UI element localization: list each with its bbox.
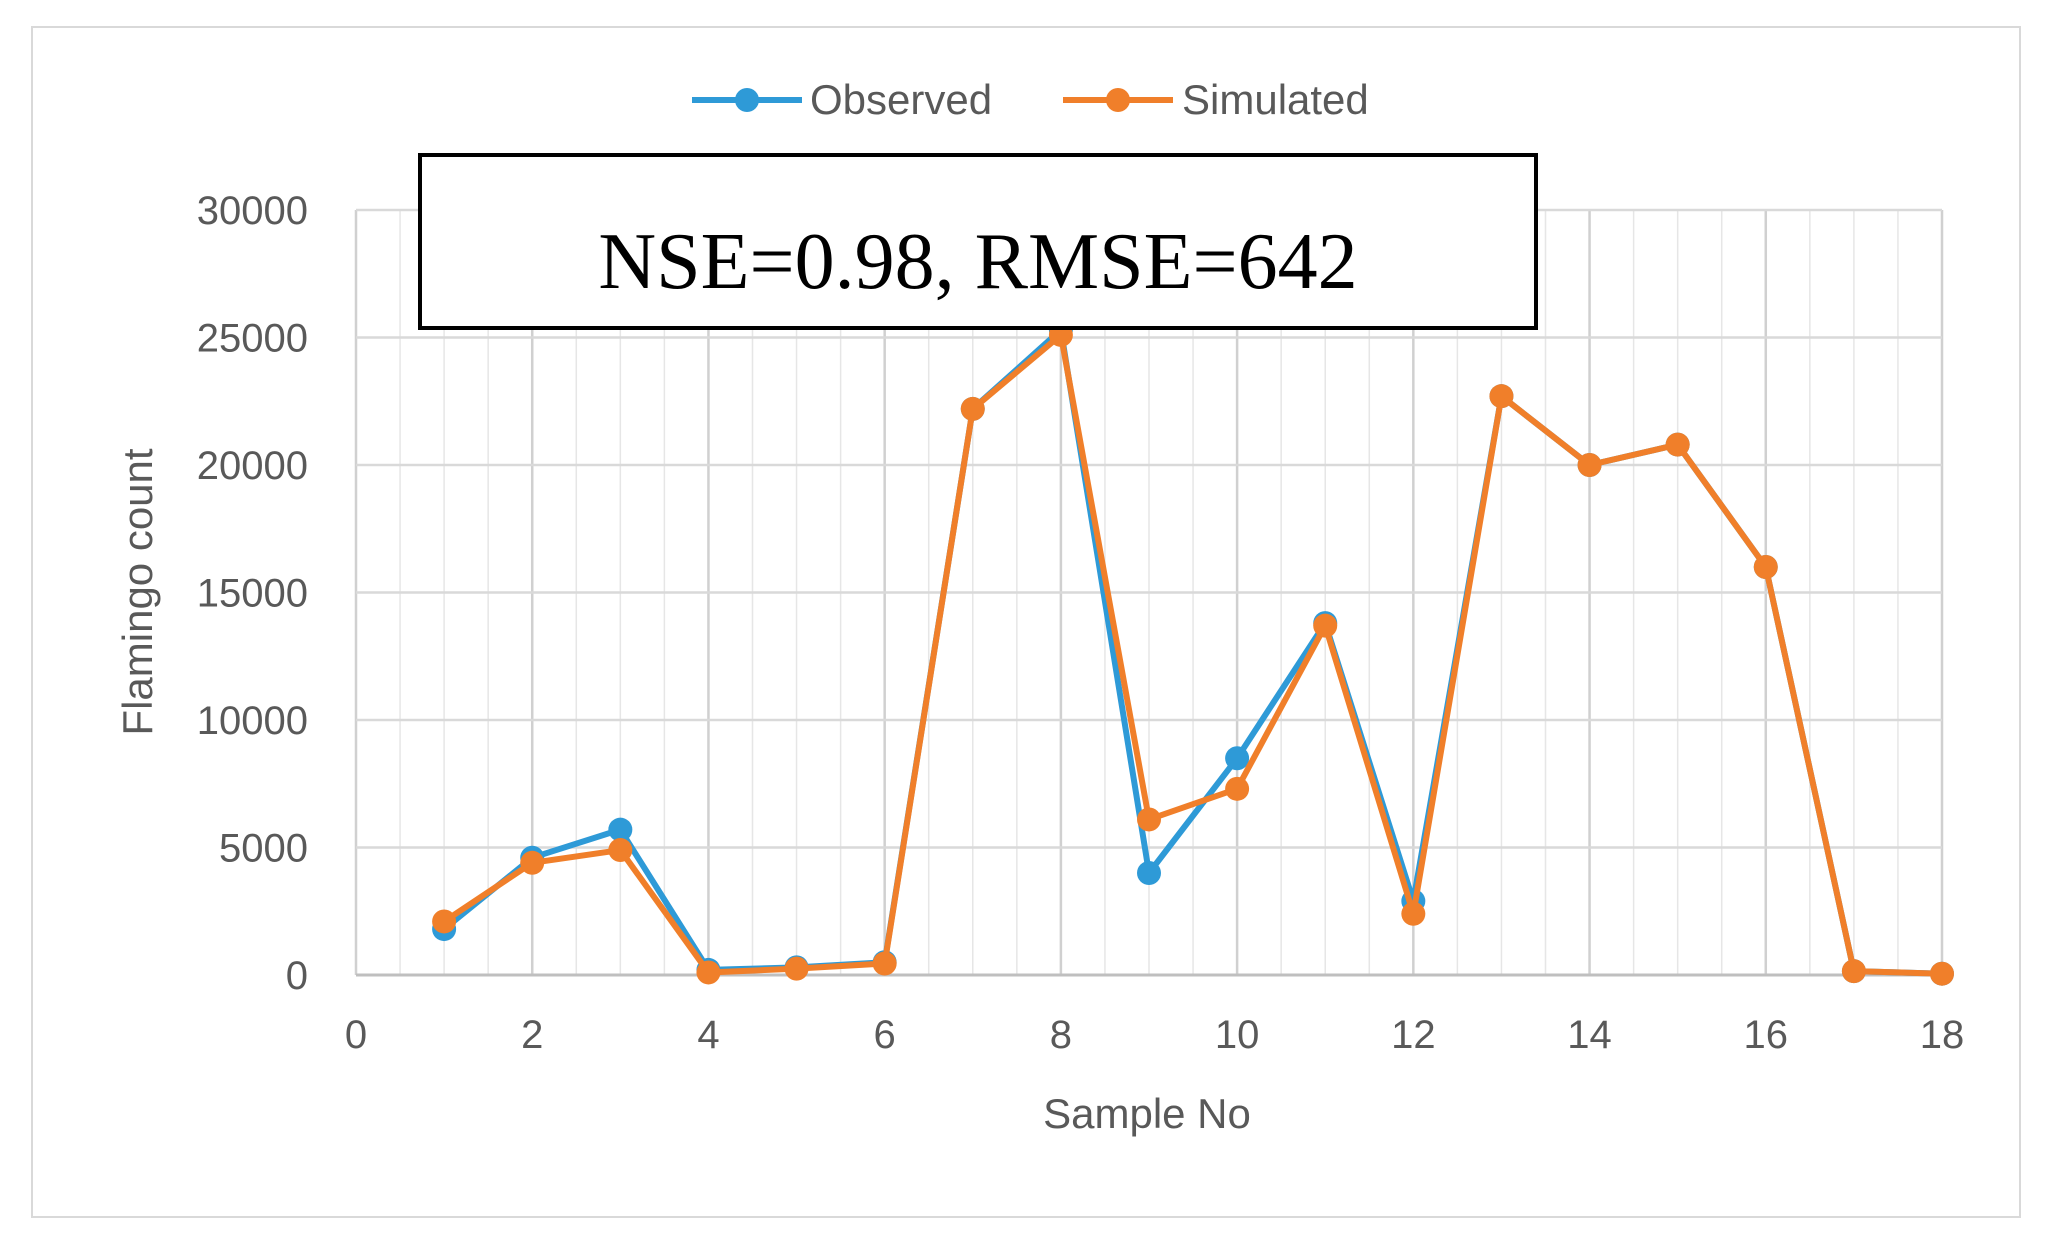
x-tick-label: 16 xyxy=(1744,1013,1789,1057)
x-tick-label: 10 xyxy=(1215,1013,1260,1057)
legend-swatch-marker xyxy=(1106,88,1130,112)
data-point-simulated xyxy=(1225,776,1250,801)
annotation-text: NSE=0.98, RMSE=642 xyxy=(598,218,1357,306)
data-point-simulated xyxy=(1401,901,1426,926)
legend: Observed Simulated xyxy=(692,76,1369,123)
data-point-simulated xyxy=(1577,453,1602,477)
x-tick-label: 6 xyxy=(874,1013,896,1057)
data-point-simulated xyxy=(1930,961,1954,986)
x-tick-label: 14 xyxy=(1567,1013,1612,1057)
data-point-simulated xyxy=(784,956,809,981)
x-tick-label: 18 xyxy=(1920,1013,1965,1057)
y-tick-label: 0 xyxy=(286,954,308,998)
annotation-box: NSE=0.98, RMSE=642 xyxy=(418,153,1538,330)
data-point-simulated xyxy=(608,838,633,863)
data-point-observed xyxy=(1225,746,1250,771)
x-tick-label: 8 xyxy=(1050,1013,1072,1057)
y-tick-label: 25000 xyxy=(197,317,308,361)
legend-label: Observed xyxy=(810,76,992,123)
y-tick-label: 20000 xyxy=(197,444,308,488)
data-point-simulated xyxy=(696,960,721,985)
data-point-simulated xyxy=(1841,959,1866,984)
x-tick-label: 0 xyxy=(345,1013,367,1057)
y-tick-label: 10000 xyxy=(197,699,308,743)
y-tick-label: 5000 xyxy=(219,827,308,871)
y-axis-ticks: 0 5000 10000 15000 20000 25000 30000 xyxy=(197,189,308,998)
y-axis-title: Flamingo count xyxy=(114,448,161,735)
legend-swatch-marker xyxy=(735,88,759,112)
y-tick-label: 30000 xyxy=(197,189,308,233)
data-point-simulated xyxy=(1665,432,1690,457)
data-point-simulated xyxy=(1489,384,1514,409)
data-point-simulated xyxy=(520,850,545,875)
legend-label: Simulated xyxy=(1182,76,1369,123)
series-line-simulated xyxy=(441,331,1945,977)
data-point-simulated xyxy=(432,909,457,934)
series-layer xyxy=(432,317,1954,986)
y-tick-label: 15000 xyxy=(197,572,308,616)
data-point-observed xyxy=(608,817,633,842)
data-point-simulated xyxy=(1137,807,1161,832)
data-point-simulated xyxy=(872,951,897,976)
x-axis-ticks: 0 2 4 6 8 10 12 14 16 18 xyxy=(345,1013,1964,1057)
series-simulated xyxy=(432,322,1954,986)
data-point-simulated xyxy=(960,396,985,421)
data-point-observed xyxy=(1137,861,1161,885)
x-axis-title: Sample No xyxy=(1043,1090,1251,1137)
x-tick-label: 12 xyxy=(1391,1013,1436,1057)
annotation-border xyxy=(418,153,1538,330)
legend-item-simulated: Simulated xyxy=(1063,76,1369,123)
data-point-simulated xyxy=(1753,555,1778,579)
data-point-simulated xyxy=(1313,613,1338,638)
x-tick-label: 4 xyxy=(697,1013,719,1057)
legend-item-observed: Observed xyxy=(692,76,992,123)
x-tick-label: 2 xyxy=(521,1013,543,1057)
